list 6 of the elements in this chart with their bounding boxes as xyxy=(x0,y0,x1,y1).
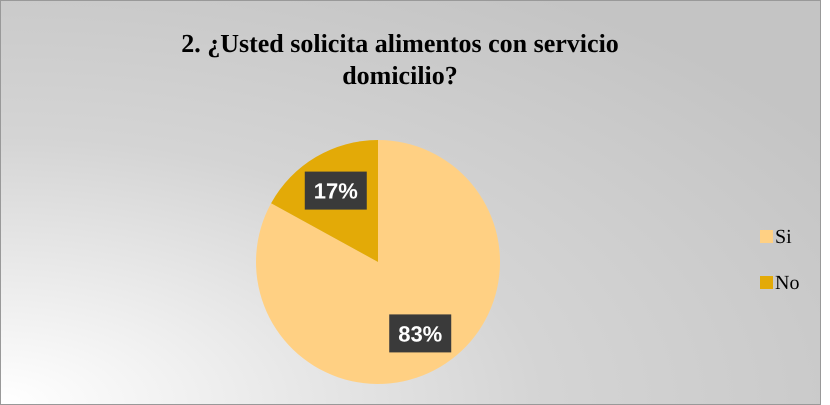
legend-label: No xyxy=(775,272,800,294)
pie-slice xyxy=(256,140,500,384)
data-label: 83% xyxy=(398,321,442,346)
chart-title: 2. ¿Usted solicita alimentos con servicio domicilio? xyxy=(181,29,619,90)
legend-label: Si xyxy=(775,226,792,248)
data-label: 17% xyxy=(314,178,358,204)
